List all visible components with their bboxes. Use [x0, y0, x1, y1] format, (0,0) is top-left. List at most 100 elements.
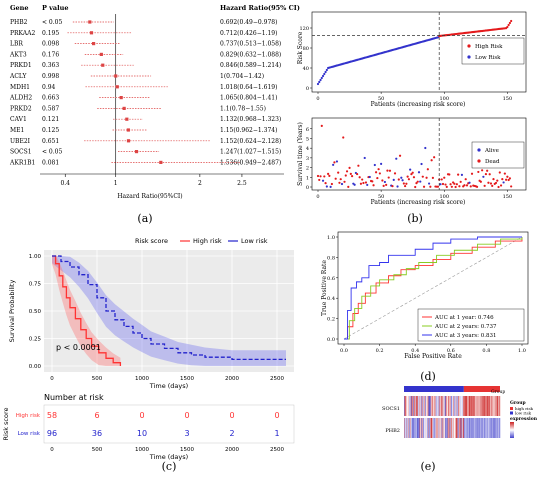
- heatmap-cell: [474, 418, 476, 438]
- survival-time-legend-dead: Dead: [485, 159, 500, 165]
- roc-diagonal: [343, 236, 523, 340]
- survival-time-y-tick-label: 2: [306, 166, 309, 172]
- heatmap-cell: [439, 418, 441, 438]
- forest-pvalue: < 0.05: [42, 149, 62, 156]
- heatmap-legend-group-title: Group: [510, 400, 526, 406]
- survival-time-legend-alive-swatch: [477, 148, 481, 152]
- heatmap-cell: [417, 396, 418, 416]
- heatmap-cell: [461, 396, 463, 416]
- survival-time-point: [397, 178, 400, 181]
- forest-header-pvalue: P value: [42, 4, 68, 12]
- km-risk-row-label: High risk: [16, 413, 41, 419]
- heatmap-cell: [432, 418, 433, 438]
- heatmap-cell: [418, 418, 420, 438]
- survival-time-point: [333, 161, 336, 164]
- heatmap-cell: [483, 418, 485, 438]
- roc-x-tick-label: 1.0: [518, 348, 526, 354]
- heatmap-cell: [463, 396, 465, 416]
- heatmap-cell: [496, 396, 498, 416]
- heatmap-cell: [489, 396, 491, 416]
- heatmap-cell: [488, 418, 489, 438]
- heatmap-cell: [430, 418, 432, 438]
- heatmap-cell: [420, 418, 422, 438]
- survival-time-point: [321, 179, 325, 182]
- forest-pvalue: 0.081: [42, 159, 59, 166]
- km-risk-value: 0: [184, 411, 189, 420]
- survival-time-point: [405, 182, 408, 185]
- heatmap-cell: [498, 396, 499, 416]
- heatmap-cell: [417, 418, 418, 438]
- survival-time-point: [332, 163, 335, 166]
- risk-score-x-tick-label: 0: [316, 96, 319, 102]
- heatmap-cell: [480, 396, 481, 416]
- heatmap-cell: [486, 418, 488, 438]
- survival-time-point: [400, 176, 403, 179]
- risk-score-legend-high: High Risk: [475, 44, 503, 50]
- forest-hr-point: [99, 52, 103, 56]
- survival-time-point: [503, 172, 506, 175]
- heatmap-cell: [490, 396, 492, 416]
- heatmap-cell: [437, 396, 439, 416]
- survival-time-point: [496, 179, 499, 182]
- heatmap-cell: [435, 396, 436, 416]
- panel-label-c: (c): [162, 460, 177, 473]
- survival-time-point: [330, 182, 333, 186]
- forest-gene-label: PHB2: [10, 19, 28, 26]
- risk-score-x-tick-label: 100: [439, 96, 449, 102]
- heatmap-cell: [438, 418, 440, 438]
- heatmap-cell: [410, 418, 412, 438]
- survival-time-point: [424, 146, 427, 150]
- survival-time-point: [484, 172, 488, 176]
- survival-time-point: [350, 175, 354, 178]
- survival-time-point: [458, 185, 461, 188]
- forest-x-label: Hazard Ratio(95%CI): [117, 193, 182, 200]
- km-risk-value: 0: [274, 411, 279, 420]
- heatmap-cell: [458, 396, 460, 416]
- forest-hr-text: 0.846(0.589−1.214): [220, 62, 281, 69]
- heatmap-cell: [462, 418, 464, 438]
- heatmap-cell: [483, 396, 485, 416]
- km-x-tick-label: 0: [50, 376, 54, 382]
- heatmap-cell: [478, 418, 480, 438]
- survival-time-point: [320, 124, 323, 127]
- km-risk-value: 96: [47, 429, 57, 438]
- survival-time-point: [324, 182, 327, 185]
- heatmap-cell: [473, 396, 475, 416]
- heatmap-cell: [489, 418, 491, 438]
- heatmap-cell: [450, 396, 451, 416]
- heatmap-cell: [432, 396, 434, 416]
- forest-pvalue: 0.651: [42, 138, 59, 145]
- heatmap-cell: [452, 418, 453, 438]
- forest-hr-text: 0.712(0.426−1.19): [220, 30, 277, 37]
- heatmap-cell: [443, 418, 445, 438]
- heatmap-cell: [473, 418, 475, 438]
- survival-time-point: [445, 185, 448, 188]
- survival-time-point: [453, 182, 456, 185]
- heatmap-cell: [427, 418, 428, 438]
- survival-time-point: [334, 177, 337, 180]
- risk-score-point: [508, 21, 511, 25]
- roc-x-tick-label: 0.8: [482, 348, 490, 354]
- survival-time-point: [491, 184, 494, 187]
- km-risk-x-tick-label: 1000: [135, 447, 149, 453]
- heatmap-cell: [445, 396, 446, 416]
- forest-hr-text: 0.692(0.49−0.978): [220, 19, 277, 26]
- roc-legend-label: AUC at 2 years: 0.737: [434, 324, 497, 330]
- km-risk-x-tick-label: 0: [50, 447, 54, 453]
- heatmap-cell: [469, 418, 471, 438]
- heatmap-cell: [473, 418, 475, 438]
- risk-score-point: [510, 19, 513, 23]
- survival-time-point: [348, 166, 351, 169]
- risk-score-point: [319, 78, 322, 82]
- survival-time-point: [430, 159, 433, 162]
- survival-time-y-tick-label: 5: [306, 136, 309, 142]
- heatmap-cell: [468, 396, 470, 416]
- heatmap-cell: [488, 418, 490, 438]
- heatmap-cell: [478, 418, 480, 438]
- heatmap-cell: [496, 418, 498, 438]
- heatmap-cell: [499, 396, 501, 416]
- heatmap-cell: [460, 418, 462, 438]
- heatmap-cell: [465, 418, 466, 438]
- heatmap-cell: [427, 396, 428, 416]
- heatmap-cell: [478, 396, 480, 416]
